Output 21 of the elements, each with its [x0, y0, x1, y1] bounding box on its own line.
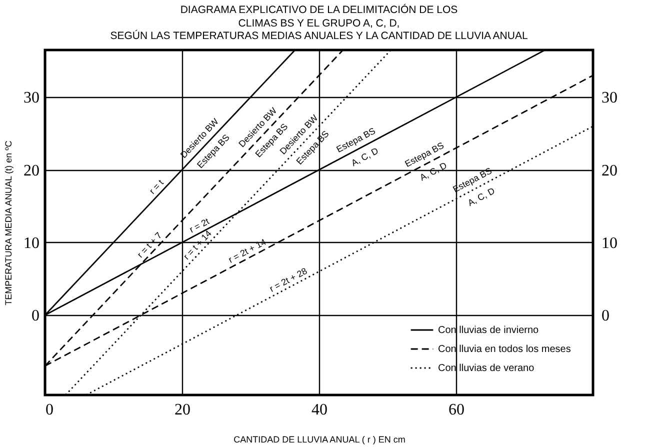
legend-label: Con lluvia en todos los meses: [438, 344, 571, 355]
legend-label: Con lluvias de verano: [438, 363, 535, 374]
x-tick-label: 60: [448, 402, 464, 418]
y-tick-label: 10: [24, 234, 40, 252]
chart-subtitle: CLIMAS BS Y EL GRUPO A, C, D, SEGÚN LAS TEMPERATURAS MEDIAS ANUALES Y LA CANTIDAD DE LLUVIA ANUAL: [110, 17, 528, 42]
x-tick-label: 0: [46, 402, 54, 418]
y-tick-label: 20: [24, 162, 40, 180]
x-tick-label: 40: [312, 402, 328, 418]
y-axis-title: TEMPERATURA MEDIA ANUAL (t) en ºC: [4, 140, 14, 306]
x-tick-label: 20: [174, 402, 190, 418]
y2-tick-label: 30: [602, 90, 618, 107]
chart-title: DIAGRAMA EXPLICATIVO DE LA DELIMITACIÓN DE LOS: [180, 2, 458, 16]
y-tick-label: 30: [24, 90, 40, 107]
y2-tick-label: 10: [602, 234, 618, 252]
y2-tick-label: 20: [602, 162, 618, 180]
annotation: r = 2t + 28: [268, 266, 309, 294]
x-axis-title: CANTIDAD DE LLUVIA ANUAL ( r ) EN cm: [234, 434, 406, 444]
y-tick-label: 0: [32, 308, 40, 325]
legend-label: Con lluvias de invierno: [438, 325, 540, 336]
y2-tick-label: 0: [602, 308, 610, 325]
annotation: r = t: [147, 177, 166, 196]
